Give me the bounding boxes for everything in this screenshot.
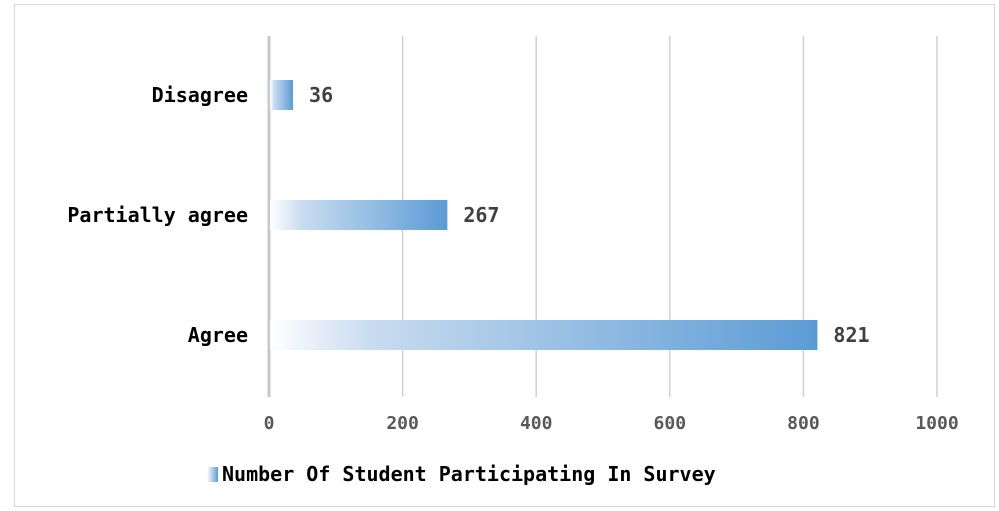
data-labels: 36 267 821 [309,83,870,347]
x-tick-label: 600 [654,413,687,434]
x-tick-label: 1000 [915,413,958,434]
legend-swatch [207,467,218,482]
data-label: 821 [833,323,869,347]
x-tick-label: 0 [264,413,275,434]
bar [270,80,294,110]
legend: Number Of Student Participating In Surve… [207,462,716,486]
category-label: Partially agree [67,203,248,227]
data-label: 267 [463,203,499,227]
legend-label: Number Of Student Participating In Surve… [222,462,716,486]
x-tick-label: 800 [787,413,820,434]
x-tick-label: 200 [386,413,419,434]
data-label: 36 [309,83,333,107]
x-axis-ticks: 0 200 400 600 800 1000 [264,413,959,434]
bar [270,200,448,230]
category-label: Agree [188,323,248,347]
x-tick-label: 400 [520,413,553,434]
bar [270,320,818,350]
category-label: Disagree [152,83,248,107]
category-labels: Disagree Partially agree Agree [67,83,248,347]
bars [270,80,818,350]
chart-frame [14,4,995,507]
